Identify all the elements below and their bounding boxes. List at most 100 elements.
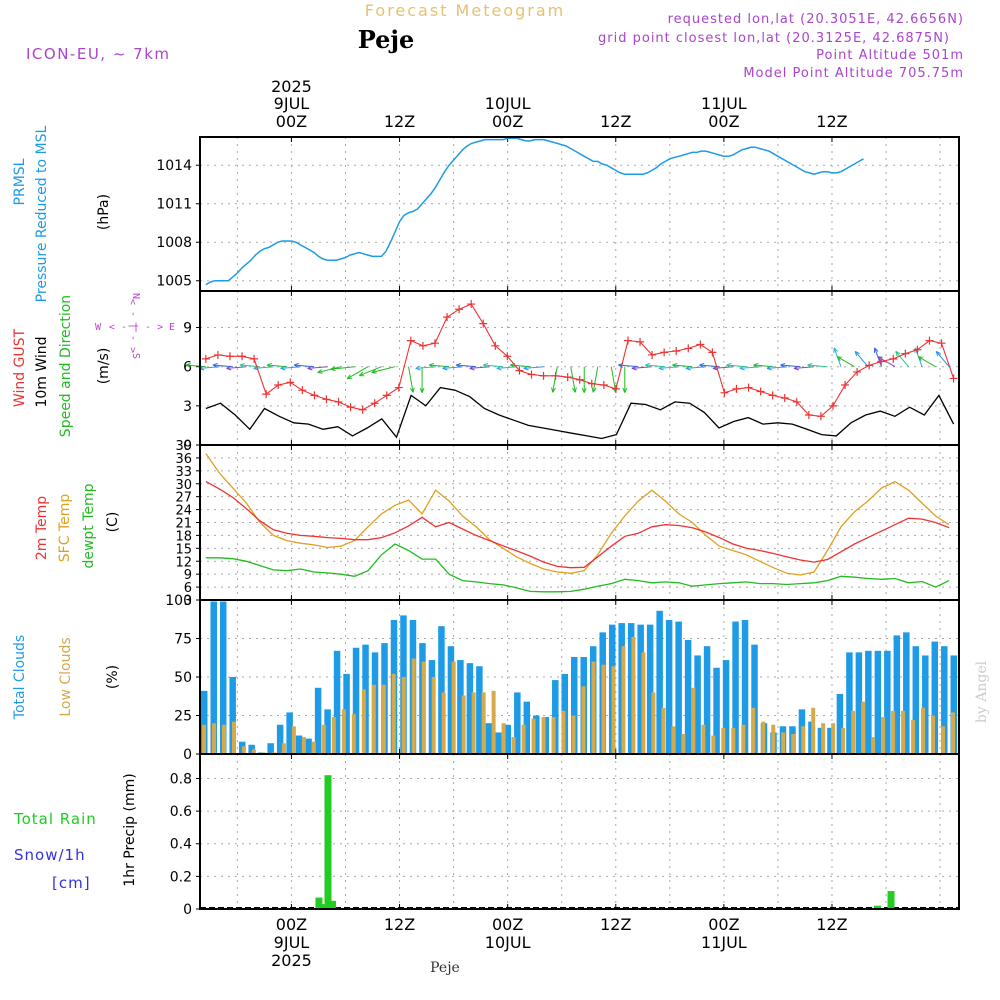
- wind-arrowhead: [455, 362, 462, 368]
- low-cloud-bar: [501, 723, 506, 754]
- total-cloud-bar: [903, 632, 910, 754]
- wind-arrowhead: [917, 356, 924, 361]
- total-cloud-bar: [523, 701, 531, 754]
- y-tick-label: 1014: [156, 158, 192, 174]
- total-cloud-bar: [210, 601, 217, 754]
- wind-gust-marker: [213, 350, 222, 359]
- temperature-panel: 2m Temp SFC Temp dewpt Temp (C): [34, 453, 950, 593]
- low-cloud-bar: [202, 724, 206, 754]
- bottom-axis-hour: 12Z: [600, 915, 631, 934]
- wind-label-unit: (m/s): [96, 348, 112, 385]
- low-cloud-bar: [751, 707, 756, 754]
- low-cloud-bar: [371, 684, 376, 754]
- low-cloud-bar: [291, 726, 296, 754]
- wind-arrowhead: [766, 365, 772, 371]
- clouds-panel: Total Clouds Low Clouds (%) by Angel: [12, 601, 990, 754]
- precip-legend-snow-unit: [cm]: [52, 874, 91, 892]
- panel-borders: [199, 136, 960, 910]
- wind-direction-arrow: [807, 364, 828, 368]
- wind-gust-marker: [225, 352, 234, 361]
- total-cloud-bar: [447, 646, 455, 754]
- y-tick-label: 0.6: [170, 804, 192, 820]
- footer-location: Peje: [430, 960, 460, 976]
- low-cloud-bar: [421, 661, 426, 754]
- wind-gust-marker: [563, 373, 572, 382]
- total-cloud-bar: [267, 743, 274, 754]
- total-cloud-bar: [219, 601, 227, 754]
- precip-label-unit: 1hr Precip (mm): [122, 773, 138, 886]
- wind-label-gust: Wind GUST: [12, 328, 28, 407]
- precip-legend-snow: Snow/1h: [14, 846, 86, 864]
- total-cloud-bar: [656, 610, 663, 754]
- low-cloud-bar: [311, 741, 316, 754]
- low-cloud-bar: [801, 726, 806, 754]
- total-cloud-bar: [846, 652, 853, 754]
- y-tick-label: 1008: [156, 235, 192, 251]
- precip-panel: Total Rain Snow/1h [cm] 1hr Precip (mm): [13, 773, 959, 909]
- wind-gust-marker: [431, 339, 440, 348]
- clouds-label-total: Total Clouds: [12, 635, 28, 720]
- top-axis-hour: 12Z: [384, 112, 415, 131]
- total-cloud-bar: [741, 620, 749, 754]
- total-cloud-bar: [665, 620, 673, 754]
- grid-point-coords: grid point closest lon,lat (20.3125E, 42…: [598, 31, 950, 46]
- temp-label-unit: (C): [105, 512, 121, 533]
- wind-gust-marker: [551, 371, 560, 380]
- total-cloud-bar: [722, 660, 730, 754]
- total-cloud-bar: [466, 663, 474, 754]
- low-cloud-bar: [561, 710, 566, 754]
- low-cloud-bar: [651, 692, 656, 754]
- wind-gust-marker: [768, 391, 777, 400]
- wind-arrowhead: [330, 366, 336, 372]
- low-cloud-bar: [331, 717, 336, 754]
- wind-arrowhead: [572, 387, 577, 393]
- wind-gust-marker: [443, 313, 452, 322]
- low-cloud-bar: [491, 690, 496, 754]
- model-altitude: Model Point Altitude 705.75m: [743, 66, 964, 81]
- wind-gust-marker: [515, 366, 524, 375]
- low-cloud-bar: [341, 709, 346, 754]
- total-cloud-bar: [703, 646, 711, 754]
- low-cloud-bar: [601, 664, 606, 754]
- wind-gust-marker: [901, 349, 910, 358]
- y-tick-label: 9: [183, 321, 192, 337]
- total-cloud-bar: [201, 690, 208, 754]
- y-tick-label: 21: [175, 517, 192, 532]
- low-cloud-bar: [841, 727, 846, 754]
- low-cloud-bar: [921, 707, 926, 754]
- y-tick-label: 39: [175, 439, 192, 454]
- wind-arrowhead: [469, 365, 475, 371]
- low-cloud-bar: [581, 686, 586, 754]
- y-tick-label: 0: [183, 438, 192, 454]
- total-cloud-bar: [637, 624, 644, 754]
- pressure-label-msl: Pressure Reduced to MSL: [34, 125, 50, 302]
- y-tick-label: 0.4: [170, 837, 192, 853]
- low-cloud-bar: [681, 733, 686, 754]
- total-cloud-bar: [855, 652, 863, 754]
- wind-gust-marker: [250, 354, 259, 363]
- wind-gust-marker: [274, 380, 283, 389]
- wind-gust-marker: [503, 352, 512, 361]
- wind-gust-marker: [636, 337, 645, 346]
- low-cloud-bar: [851, 710, 856, 754]
- wind-direction-arrow: [523, 366, 544, 369]
- wind-gust-marker: [720, 388, 729, 397]
- wind-gust-marker: [406, 336, 415, 345]
- total-cloud-bar: [646, 624, 654, 754]
- rain-bar: [319, 904, 327, 909]
- temp-label-2m: 2m Temp: [34, 496, 50, 560]
- compass-south: S: [132, 353, 143, 359]
- dewpt-line: [205, 543, 950, 593]
- wind-arrowhead: [428, 362, 435, 368]
- total-cloud-bar: [732, 621, 739, 754]
- wind-gust-marker: [696, 340, 705, 349]
- low-cloud-bar: [431, 677, 436, 754]
- y-tick-label: 0: [183, 747, 192, 763]
- rain-bar: [328, 900, 336, 909]
- wind-direction-arrow: [918, 356, 936, 368]
- wind-arrowhead: [358, 371, 365, 377]
- wind-gust-marker: [672, 347, 681, 356]
- low-cloud-bar: [771, 724, 776, 754]
- pressure-line: [205, 137, 864, 286]
